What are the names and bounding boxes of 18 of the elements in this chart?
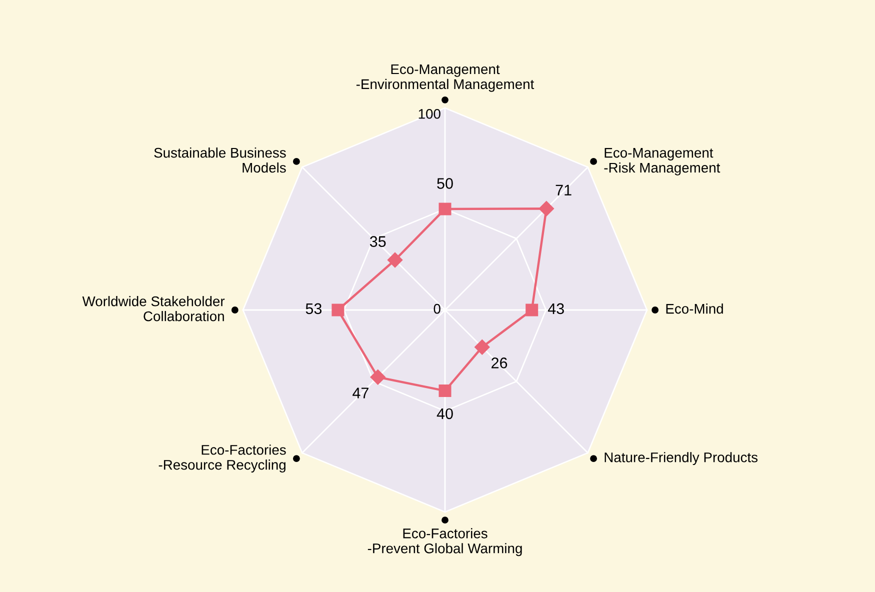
data-label: 35 xyxy=(370,236,386,247)
data-label: 71 xyxy=(556,184,572,196)
y-tick-label: 100 xyxy=(418,108,440,119)
spoke-label: Sustainable Business Models xyxy=(154,147,286,173)
data-label: 50 xyxy=(437,178,453,189)
spoke-label: Eco-Management -Risk Management xyxy=(604,148,720,176)
data-label: 47 xyxy=(352,388,368,398)
spoke-label: Worldwide Stakeholder Collaboration xyxy=(82,296,225,322)
data-label: 43 xyxy=(548,303,564,314)
y-tick-label: 0 xyxy=(434,304,440,314)
data-label: 40 xyxy=(436,408,453,420)
spoke-label: Eco-Factories -Resource Recycling xyxy=(158,444,286,473)
data-label: 26 xyxy=(492,358,508,368)
spoke-label: Eco-Factories -Prevent Global Warming xyxy=(368,528,522,556)
spoke-label: Eco-Mind xyxy=(666,304,723,314)
spoke-label: Eco-Management -Environmental Management xyxy=(356,64,534,92)
data-label: 53 xyxy=(306,303,322,314)
spoke-label: Nature-Friendly Products xyxy=(604,452,758,466)
